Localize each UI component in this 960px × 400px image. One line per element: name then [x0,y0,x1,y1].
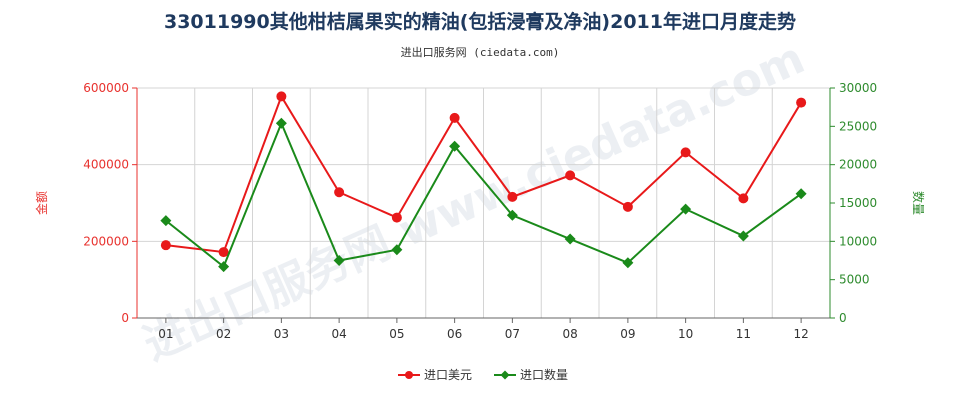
legend-marker [405,371,413,379]
series-line-right [165,120,802,269]
data-point-right [275,117,287,129]
y-left-tick-label: 600000 [83,81,129,95]
chart-subtitle: 进出口服务网 (ciedata.com) [401,45,560,59]
series [160,91,807,273]
y-right-tick-label: 25000 [839,119,877,133]
x-tick-label: 07 [505,327,520,341]
data-point-right [506,209,518,221]
data-point-right [622,257,634,269]
y-right-tick-label: 20000 [839,158,877,172]
x-tick-label: 12 [793,327,808,341]
data-point-left [160,240,171,251]
legend-marker [500,370,510,380]
data-point-right [218,261,230,273]
y-right-tick-label: 15000 [839,196,877,210]
data-point-right [564,233,576,245]
x-tick-label: 09 [620,327,635,341]
data-point-right [160,215,172,227]
y-right-tick-label: 10000 [839,234,877,248]
data-point-right [680,203,692,215]
x-tick-label: 05 [389,327,404,341]
chart-title: 33011990其他柑桔属果实的精油(包括浸膏及净油)2011年进口月度走势 [164,10,796,33]
axes: 0 200000 400000 600000 0 5000 10000 15000 20000 2… [34,81,926,341]
data-point-left [391,212,402,223]
y-left-tick-label: 0 [121,311,129,325]
data-point-left [565,170,576,181]
data-point-left [334,187,345,198]
x-tick-label: 08 [562,327,577,341]
data-point-right [449,140,461,152]
data-point-right [737,230,749,242]
x-tick-label: 03 [274,327,289,341]
data-point-left [680,147,691,158]
data-point-right [333,255,345,266]
y-left-tick-label: 200000 [83,234,129,248]
legend-label: 进口数量 [520,367,568,382]
x-tick-label: 10 [678,327,693,341]
x-tick-label: 02 [216,327,231,341]
data-point-right [795,188,807,200]
series-line-left [165,94,802,254]
x-tick-label: 04 [331,327,346,341]
y-left-axis-title: 金额 [34,191,49,215]
x-tick-label: 01 [158,327,173,341]
y-right-tick-label: 5000 [839,273,870,287]
legend-label: 进口美元 [424,368,472,382]
y-right-tick-label: 30000 [839,81,877,95]
data-point-left [218,247,229,258]
x-tick-label: 11 [736,327,751,341]
data-point-left [449,112,460,123]
y-left-tick-label: 400000 [83,158,129,172]
data-point-right [391,244,403,256]
legend: 进口美元 进口数量 [398,367,568,382]
watermark: 进出口服务网 www.ciedata.com [136,33,812,371]
data-point-left [507,191,518,202]
data-point-left [796,97,807,108]
y-right-axis-title: 数量 [911,191,926,215]
x-tick-label: 06 [447,327,462,341]
y-right-tick-label: 0 [839,311,847,325]
data-point-left [738,193,749,204]
data-point-left [276,91,287,102]
data-point-left [622,201,633,212]
